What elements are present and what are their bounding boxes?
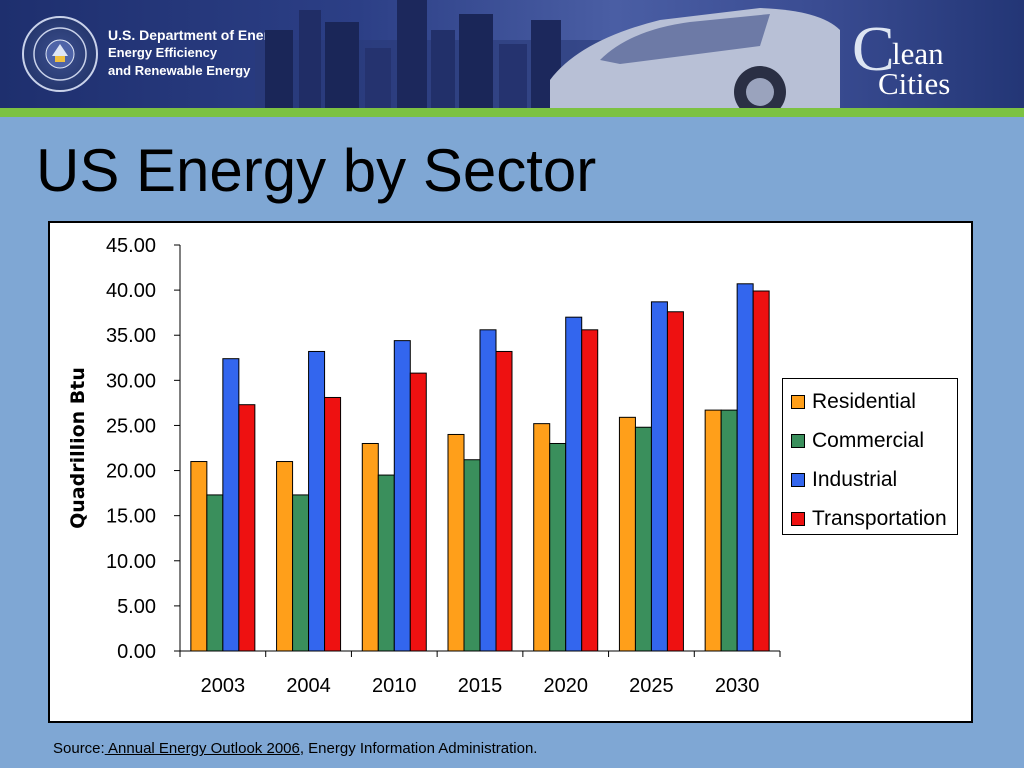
y-tick-label: 15.00 [106,506,156,528]
bar-transportation [409,372,427,652]
legend-label: Commercial [812,429,925,452]
x-tick-label: 2030 [715,675,760,697]
bar-industrial [736,283,754,652]
car-image [550,8,840,108]
office-name-line2: and Renewable Energy [108,63,251,78]
legend-swatch [791,395,805,409]
bar-commercial [549,442,567,652]
x-tick-label: 2004 [286,675,331,697]
y-tick-label: 30.00 [106,370,156,392]
doe-wordmark: U.S. Department of Energy Energy Efficie… [108,26,285,80]
bar-transportation [324,396,342,652]
bar-transportation [752,290,770,652]
bar-commercial [463,459,481,652]
y-axis-label: Quadrillion Btu [67,367,89,529]
y-tick-label: 20.00 [106,461,156,483]
bar-industrial [479,329,497,652]
legend-item-transportation: Transportation [791,505,947,533]
bar-chart: 0.00 5.00 10.00 15.00 20.00 25.00 30.00 35.00 40… [67,235,781,697]
bar-residential [361,442,379,652]
y-tick-label: 10.00 [106,551,156,573]
legend-item-commercial: Commercial [791,427,924,455]
bar-industrial [565,316,583,652]
legend-swatch [791,512,805,526]
source-link[interactable]: Annual Energy Outlook 2006 [104,740,300,757]
bar-industrial [308,350,326,652]
source-prefix: Source: [53,740,105,757]
bar-commercial [292,494,310,652]
office-name-line1: Energy Efficiency [108,45,218,60]
bar-residential [190,461,208,652]
clean-cities-logo: C lean Cities [846,13,1006,102]
legend-swatch [791,473,805,487]
x-tick-label: 2015 [458,675,503,697]
legend-item-residential: Residential [791,388,916,416]
bar-industrial [222,358,240,652]
agency-name: U.S. Department of Energy [108,27,286,43]
x-tick-label: 2025 [629,675,674,697]
bar-residential [276,461,294,652]
logo-word-lean: lean [892,36,944,71]
bar-commercial [377,474,395,652]
legend-item-industrial: Industrial [791,466,897,494]
bar-transportation [238,404,256,652]
source-citation: Source: Annual Energy Outlook 2006, Ener… [53,740,537,757]
bar-commercial [206,494,224,652]
header-banner: U.S. Department of Energy Energy Efficie… [0,0,1024,108]
y-tick-label: 5.00 [117,596,156,618]
chart-legend: Residential Commercial Industrial Transport… [782,378,958,535]
bar-transportation [495,350,513,652]
legend-swatch [791,434,805,448]
header-accent-bar [0,108,1024,117]
source-suffix: , Energy Information Administration. [299,740,538,757]
legend-label: Industrial [812,468,898,491]
bar-residential [533,423,551,652]
x-tick-label: 2010 [372,675,417,697]
bar-transportation [581,329,599,652]
seal-emblem-icon [33,27,87,81]
legend-label: Residential [812,390,916,413]
bar-industrial [650,301,668,652]
x-tick-label: 2003 [201,675,246,697]
y-tick-label: 0.00 [117,641,156,663]
bar-commercial [720,409,738,652]
bar-residential [704,409,722,652]
doe-seal-logo [22,16,98,92]
y-tick-label: 45.00 [106,235,156,257]
bar-residential [447,433,465,652]
legend-label: Transportation [812,507,947,530]
y-tick-label: 40.00 [106,280,156,302]
logo-word-cities: Cities [878,66,951,101]
y-tick-label: 35.00 [106,325,156,347]
bar-commercial [634,426,652,652]
bar-industrial [393,340,411,652]
slide-title: US Energy by Sector [36,137,597,204]
bar-transportation [666,311,684,652]
y-tick-label: 25.00 [106,415,156,437]
chart-container: 0.00 5.00 10.00 15.00 20.00 25.00 30.00 35.00 40… [48,221,973,723]
logo-letter-c: C [852,13,895,84]
bar-residential [618,416,636,652]
x-tick-label: 2020 [543,675,588,697]
